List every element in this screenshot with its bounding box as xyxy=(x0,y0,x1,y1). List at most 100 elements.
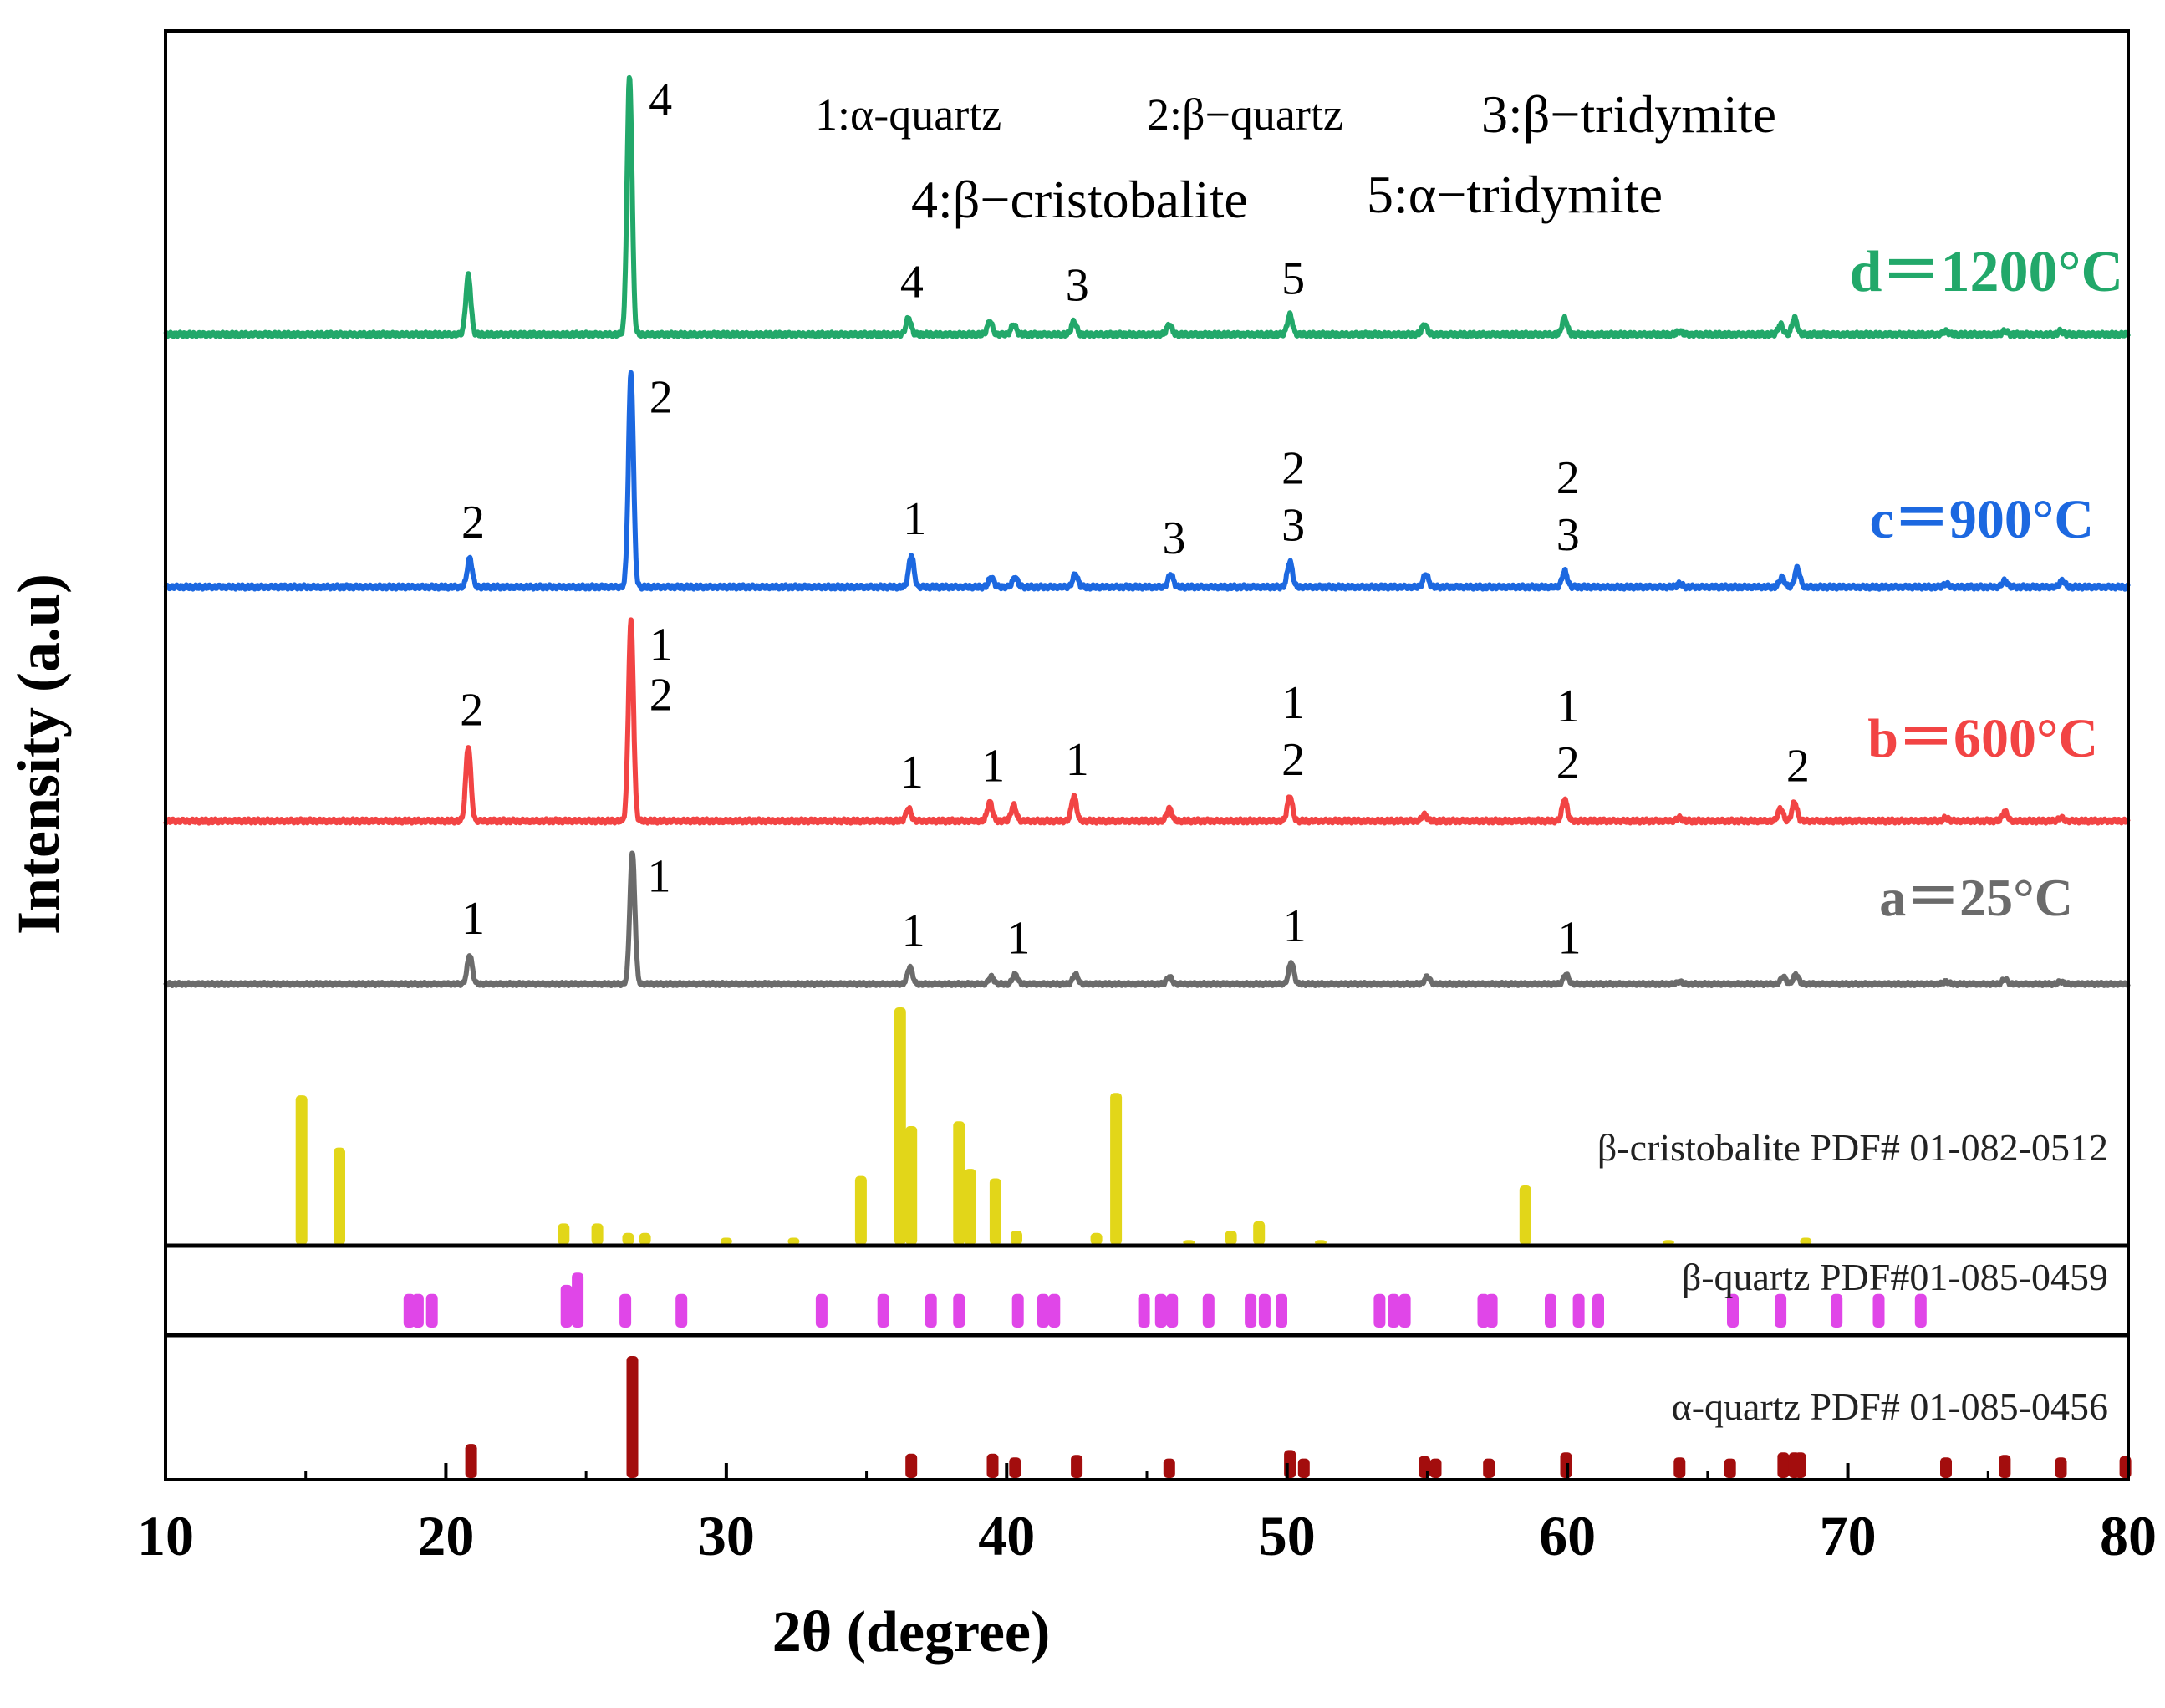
reference-stick xyxy=(1545,1293,1556,1328)
reference-stick xyxy=(953,1121,965,1245)
phase-annotation: 2 xyxy=(650,371,673,423)
reference-stick xyxy=(894,1007,906,1245)
reference-stick xyxy=(1429,1458,1442,1478)
reference-stick xyxy=(815,1293,828,1328)
reference-stick xyxy=(560,1284,573,1328)
reference-stick xyxy=(1048,1293,1061,1328)
legend-alpha-quartz: 1:α-quartz xyxy=(815,89,1001,140)
phase-annotation: 1 xyxy=(1283,900,1307,952)
legend-beta-cristobalite: 4:β−cristobalite xyxy=(911,170,1248,229)
reference-stick xyxy=(1253,1221,1266,1245)
phase-annotation: 2 xyxy=(650,669,673,721)
phase-annotation: 1 xyxy=(650,619,673,670)
reference-stick xyxy=(411,1293,424,1328)
phase-annotation: 1 xyxy=(900,747,924,798)
xrd-line xyxy=(163,617,2131,826)
reference-stick xyxy=(558,1223,570,1245)
reference-stick xyxy=(877,1293,889,1328)
reference-stick xyxy=(1794,1452,1806,1478)
reference-stick xyxy=(1009,1457,1021,1478)
reference-stick xyxy=(1245,1293,1257,1328)
reference-stick xyxy=(1727,1293,1739,1328)
reference-stick xyxy=(465,1444,477,1478)
reference-stick xyxy=(425,1293,438,1328)
reference-stick xyxy=(1398,1293,1411,1328)
phase-annotation: 1 xyxy=(903,493,926,545)
phase-annotation: 1 xyxy=(1556,681,1580,732)
reference-stick xyxy=(1914,1293,1927,1328)
phase-annotation: 1 xyxy=(1281,677,1305,729)
phase-annotation: 4 xyxy=(649,74,672,126)
reference-stick xyxy=(639,1232,651,1245)
reference-stick xyxy=(905,1126,918,1245)
reference-stick xyxy=(787,1237,800,1245)
reference-stick xyxy=(1572,1293,1585,1328)
reference-stick xyxy=(626,1356,639,1478)
reference-stick xyxy=(295,1095,308,1245)
reference-label: α-quartz PDF# 01-085-0456 xyxy=(1672,1385,2108,1428)
phase-annotation: 2 xyxy=(460,684,483,736)
reference-stick xyxy=(1090,1232,1103,1245)
reference-stick xyxy=(905,1453,918,1478)
reference-stick xyxy=(1154,1293,1167,1328)
phase-annotation: 2 xyxy=(1556,737,1580,789)
reference-stick xyxy=(1110,1093,1123,1245)
reference-stick xyxy=(1800,1237,1812,1245)
reference-patterns: β-cristobalite PDF# 01-082-0512 β-quartz … xyxy=(295,1007,2132,1478)
reference-stick xyxy=(1163,1458,1175,1478)
reference-cristobalite-pdf-01-082-0512: β-cristobalite PDF# 01-082-0512 xyxy=(295,1007,2108,1245)
reference-stick xyxy=(1037,1293,1049,1328)
reference-stick xyxy=(989,1178,1001,1245)
xrd-line xyxy=(163,850,2131,988)
phase-annotation: 2 xyxy=(461,497,485,548)
phase-annotation: 5 xyxy=(1281,253,1305,305)
reference-stick xyxy=(1485,1293,1498,1328)
x-tick-label: 70 xyxy=(1820,1504,1877,1568)
phase-annotation: 2 xyxy=(1281,734,1305,786)
reference-stick xyxy=(1831,1293,1843,1328)
phase-annotation: 4 xyxy=(900,257,924,308)
reference-stick xyxy=(1225,1231,1237,1245)
xrd-line xyxy=(163,370,2131,592)
phase-annotation: 2 xyxy=(1556,452,1580,504)
phase-annotation: 1 xyxy=(647,850,670,902)
x-axis-title: 2θ (degree) xyxy=(772,1600,1051,1665)
reference-stick xyxy=(854,1175,867,1245)
phase-annotation: 2 xyxy=(1786,741,1810,793)
phase-annotation: 2 xyxy=(1281,443,1305,495)
reference-stick xyxy=(925,1293,937,1328)
trace-label: c＝900°C xyxy=(1870,489,2094,550)
reference-stick xyxy=(1940,1457,1952,1478)
reference-stick xyxy=(334,1147,345,1245)
phase-annotation: 1 xyxy=(902,905,925,957)
phase-annotation: 1 xyxy=(1066,734,1089,786)
phase-annotation: 1 xyxy=(1006,912,1030,964)
reference-stick xyxy=(1166,1293,1179,1328)
trace-d-1200-c: d＝1200°C 4 4 3 5 xyxy=(163,74,2131,339)
phase-annotation: 3 xyxy=(1066,259,1089,311)
reference-stick xyxy=(591,1223,604,1245)
y-axis-title: Intensity (a.u) xyxy=(5,574,72,935)
reference-stick xyxy=(1777,1452,1790,1478)
phase-annotation: 1 xyxy=(981,741,1005,793)
reference-stick xyxy=(1519,1185,1531,1245)
trace-label: a＝25°C xyxy=(1879,868,2073,927)
x-tick-label: 80 xyxy=(2100,1504,2157,1568)
reference-stick xyxy=(1276,1293,1287,1328)
reference-stick xyxy=(572,1272,584,1328)
reference-stick xyxy=(1011,1231,1022,1245)
legend-beta-tridymite: 3:β−tridymite xyxy=(1481,84,1776,144)
reference-stick xyxy=(675,1293,688,1328)
phase-annotation: 3 xyxy=(1163,512,1186,564)
reference-stick xyxy=(622,1232,634,1245)
reference-stick xyxy=(1419,1456,1431,1478)
reference-label: β-quartz PDF#01-085-0459 xyxy=(1682,1256,2108,1298)
legend-alpha-tridymite: 5:α−tridymite xyxy=(1367,165,1663,224)
reference-stick xyxy=(619,1293,632,1328)
reference-stick xyxy=(953,1293,965,1328)
reference-stick xyxy=(720,1237,732,1245)
